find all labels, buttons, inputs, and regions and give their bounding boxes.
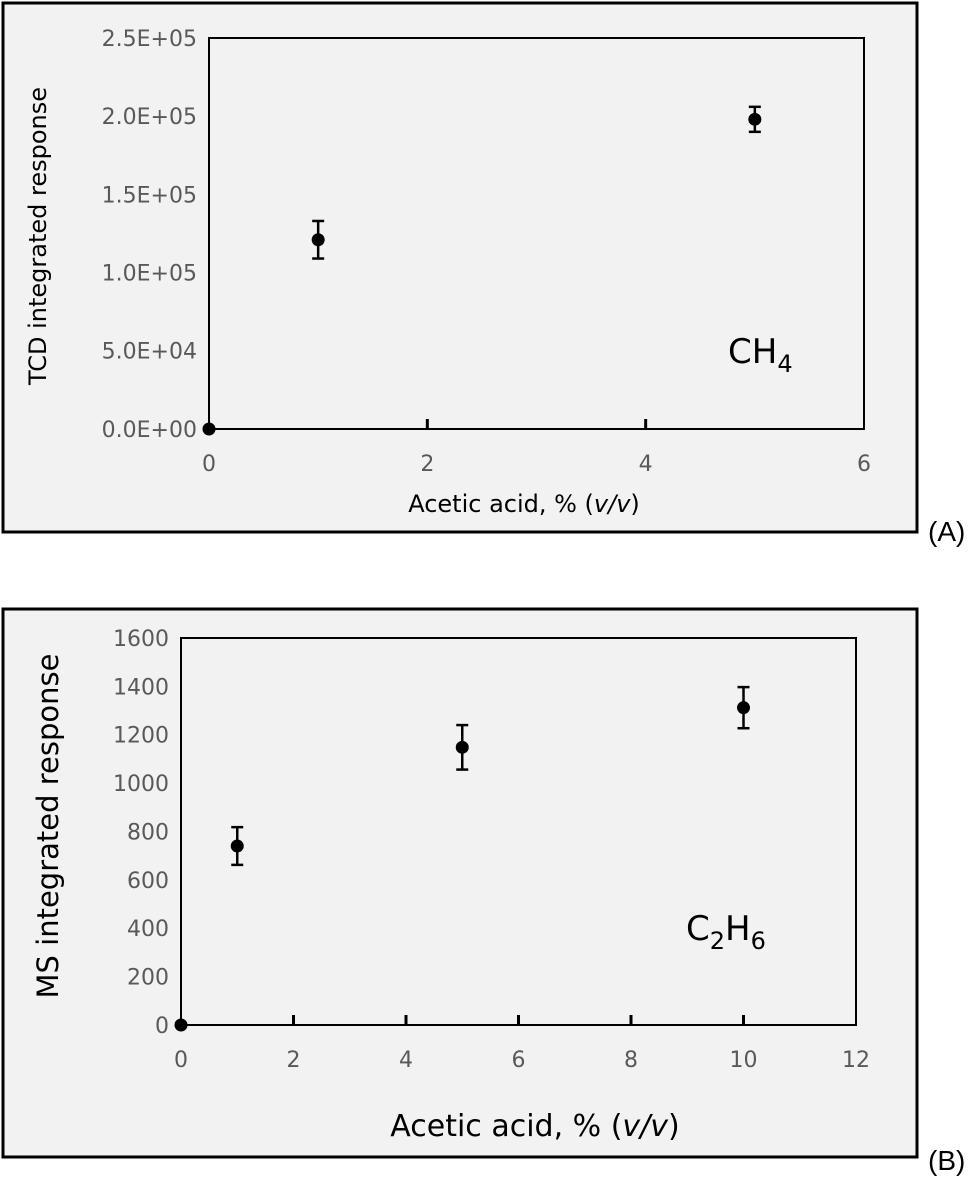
b-x-tick-label: 4 [399,1048,413,1073]
panel-b-x-axis-title: Acetic acid, % (v/v) [390,1109,680,1144]
b-x-tick-label: 12 [842,1048,870,1073]
b-data-point [230,825,244,867]
a-x-tick-label: 0 [202,452,216,477]
b-y-tick-label: 1600 [113,627,169,652]
b-y-tick-label: 800 [127,820,169,845]
b-marker [174,1018,188,1032]
a-x-tick-label: 4 [639,452,653,477]
a-y-tick-label: 2.0E+05 [102,105,197,130]
panel-b-plot-area [180,637,857,1026]
b-marker [455,740,469,754]
panel-a-label: (A) [928,516,965,547]
panel-a-x-tick-labels: 0 2 4 6 [202,452,871,477]
panel-a: 0.0E+00 5.0E+04 1.0E+05 1.5E+05 2.0E+05 2.5E+… [1,1,919,534]
b-marker [230,839,244,853]
a-data-point [311,219,325,260]
b-x-tick-label: 2 [287,1048,301,1073]
panel-b-data-points [174,685,750,1032]
a-y-tick-label: 2.5E+05 [102,27,197,52]
panel-a-y-axis-title: TCD integrated response [24,87,52,386]
b-x-tick-label: 8 [624,1048,638,1073]
b-y-tick-label: 200 [127,966,169,991]
b-data-point [455,723,469,771]
b-y-tick-label: 1200 [113,724,169,749]
panel-a-x-axis-title: Acetic acid, % (v/v) [408,490,640,518]
panel-a-x-tick-marks [425,419,648,429]
b-y-tick-label: 1000 [113,772,169,797]
panel-b-x-tick-marks [292,1015,745,1025]
panel-a-y-tick-labels: 0.0E+00 5.0E+04 1.0E+05 1.5E+05 2.0E+05 2.5E+… [102,27,197,443]
b-x-tick-label: 10 [730,1048,758,1073]
panel-b-y-axis-title: MS integrated response [31,654,65,999]
a-y-tick-label: 1.5E+05 [102,183,197,208]
b-y-tick-label: 0 [155,1014,169,1039]
panel-b-x-tick-labels: 0 2 4 6 8 10 12 [174,1048,870,1073]
b-marker [737,701,750,715]
a-y-tick-label: 0.0E+00 [102,418,197,443]
a-y-tick-label: 1.0E+05 [102,262,197,287]
a-marker [748,112,762,126]
a-y-tick-label: 5.0E+04 [102,340,197,365]
a-data-point [202,422,216,436]
b-y-tick-label: 400 [127,917,169,942]
a-data-point [748,105,762,134]
a-marker [311,233,325,247]
b-x-tick-label: 0 [174,1048,188,1073]
a-x-tick-label: 2 [420,452,434,477]
panel-b-label: (B) [928,1145,965,1176]
panel-a-data-points [202,105,762,436]
b-y-tick-label: 1400 [113,675,169,700]
panel-a-annotation-ch4: CH4 [728,332,793,378]
panel-b-annotation-c2h6: C2H6 [686,909,766,955]
b-data-point [737,685,750,730]
b-y-tick-label: 600 [127,869,169,894]
b-x-tick-label: 6 [512,1048,526,1073]
a-x-tick-label: 6 [857,452,871,477]
panel-b-y-tick-labels: 0 200 400 600 800 1000 1200 1400 1600 [113,627,169,1039]
b-data-point [174,1018,188,1032]
a-marker [202,422,216,436]
